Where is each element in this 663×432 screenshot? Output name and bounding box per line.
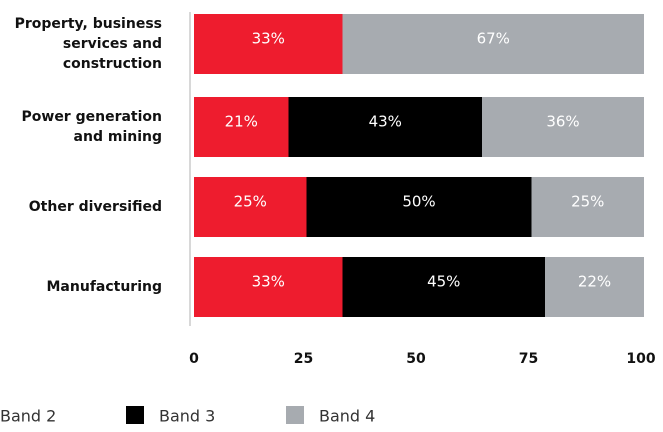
category-label-row-3-line-1: Other diversified bbox=[29, 199, 162, 215]
bars-layer: 33% 67% 21% 43% 36% 25% 50% 25% 33% 45% 22% bbox=[194, 14, 644, 317]
bar-segment-band-2-row-4 bbox=[194, 257, 343, 317]
category-labels: Property, business services and constructi… bbox=[15, 16, 162, 295]
legend-label-band-4: Band 4 bbox=[319, 407, 375, 426]
bar-segment-band-2-row-3 bbox=[194, 177, 307, 237]
x-tick-label-0: 0 bbox=[189, 351, 199, 367]
data-label-band-2-row-3: 25% bbox=[234, 193, 267, 211]
bar-segment-band-4-row-3 bbox=[531, 177, 644, 237]
legend-swatch-band-3 bbox=[126, 406, 144, 424]
bar-segment-band-2-row-1 bbox=[194, 14, 343, 74]
data-label-band-2-row-2: 21% bbox=[225, 113, 258, 131]
x-tick-label-75: 75 bbox=[519, 351, 538, 367]
bar-segment-band-3-row-2 bbox=[288, 97, 482, 157]
category-label-row-2-line-2: and mining bbox=[74, 129, 162, 145]
data-label-band-4-row-2: 36% bbox=[546, 113, 579, 131]
x-axis-ticks: 0 25 50 75 100 bbox=[189, 351, 656, 367]
legend: Band 2 Band 3 Band 4 bbox=[0, 406, 375, 426]
category-label-row-1-line-2: services and bbox=[63, 36, 162, 52]
bar-segment-band-4-row-2 bbox=[482, 97, 644, 157]
legend-label-band-2: Band 2 bbox=[0, 407, 56, 426]
category-label-row-4-line-1: Manufacturing bbox=[47, 279, 163, 295]
data-label-band-2-row-4: 33% bbox=[252, 273, 285, 291]
data-label-band-3-row-3: 50% bbox=[402, 193, 435, 211]
bar-segment-band-4-row-4 bbox=[545, 257, 644, 317]
data-label-band-3-row-4: 45% bbox=[427, 273, 460, 291]
bar-segment-band-4-row-1 bbox=[342, 14, 644, 74]
legend-swatch-band-4 bbox=[286, 406, 304, 424]
x-tick-label-25: 25 bbox=[294, 351, 313, 367]
bar-segment-band-2-row-2 bbox=[194, 97, 289, 157]
category-label-row-1-line-3: construction bbox=[63, 56, 162, 72]
bar-segment-band-3-row-4 bbox=[342, 257, 545, 317]
data-label-band-4-row-1: 67% bbox=[477, 30, 510, 48]
data-label-band-4-row-4: 22% bbox=[578, 273, 611, 291]
category-label-row-1-line-1: Property, business bbox=[15, 16, 162, 32]
category-label-row-2-line-1: Power generation bbox=[22, 109, 163, 125]
data-label-band-3-row-2: 43% bbox=[369, 113, 402, 131]
data-label-band-2-row-1: 33% bbox=[252, 30, 285, 48]
x-tick-label-100: 100 bbox=[626, 351, 655, 367]
legend-label-band-3: Band 3 bbox=[159, 407, 215, 426]
x-tick-label-50: 50 bbox=[406, 351, 426, 367]
data-label-band-4-row-3: 25% bbox=[571, 193, 604, 211]
bar-segment-band-3-row-3 bbox=[306, 177, 532, 237]
